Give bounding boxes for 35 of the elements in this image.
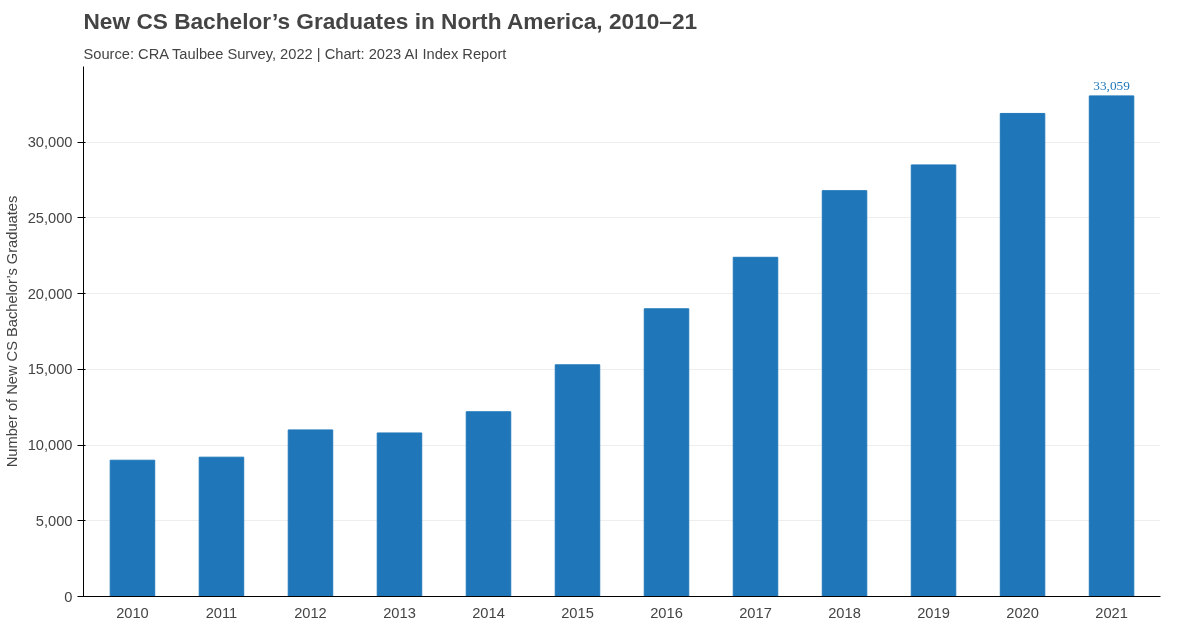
bar xyxy=(999,112,1046,597)
chart-title: New CS Bachelor’s Graduates in North America, 2010–21 xyxy=(83,7,698,34)
x-tick-label: 2015 xyxy=(561,604,594,621)
bar xyxy=(465,411,512,597)
x-tick-label: 2018 xyxy=(828,604,861,621)
x-tick-label: 2020 xyxy=(1006,604,1039,621)
x-tick-label: 2011 xyxy=(205,604,238,621)
bar xyxy=(376,432,423,597)
y-tick-label: 20,000 xyxy=(27,285,73,302)
x-tick-label: 2013 xyxy=(383,604,416,621)
bar xyxy=(554,364,601,597)
data-label: 33,059 xyxy=(1093,77,1131,93)
bar xyxy=(198,456,245,597)
y-tick-label: 15,000 xyxy=(27,361,73,378)
y-tick-label: 30,000 xyxy=(27,134,73,151)
x-tick-label: 2012 xyxy=(294,604,327,621)
bar xyxy=(821,190,868,597)
chart-subtitle: Source: CRA Taulbee Survey, 2022 | Chart: 2023 AI Index Report xyxy=(83,45,507,62)
bar xyxy=(732,256,779,597)
bar xyxy=(643,308,690,597)
x-tick-label: 2017 xyxy=(739,604,772,621)
y-tick-label: 5,000 xyxy=(35,512,73,529)
bar xyxy=(910,164,957,597)
bar xyxy=(287,429,334,597)
y-tick-label: 25,000 xyxy=(27,209,73,226)
x-tick-label: 2014 xyxy=(472,604,505,621)
x-tick-label: 2016 xyxy=(650,604,683,621)
x-tick-label: 2019 xyxy=(917,604,950,621)
x-tick-label: 2010 xyxy=(116,604,149,621)
bar xyxy=(1088,95,1135,597)
bar xyxy=(109,459,156,597)
y-tick-label: 10,000 xyxy=(27,437,73,454)
y-axis-title: Number of New CS Bachelor’s Graduates xyxy=(3,195,20,468)
y-tick-label: 0 xyxy=(64,588,73,605)
x-tick-label: 2021 xyxy=(1095,604,1128,621)
